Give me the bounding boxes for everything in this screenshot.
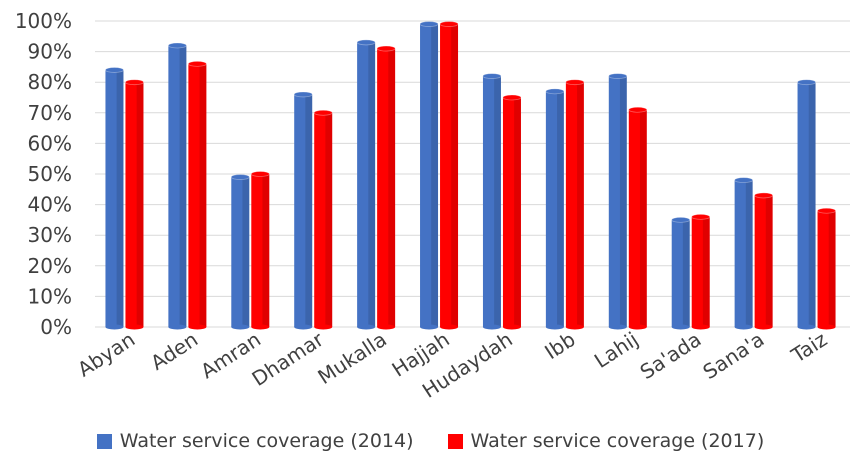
y-tick-label: 70% — [28, 101, 72, 125]
bar-2017 — [313, 109, 333, 330]
bar-2017 — [565, 79, 585, 330]
y-tick-label: 30% — [28, 223, 72, 247]
y-tick-label: 40% — [28, 193, 72, 217]
y-tick-label: 90% — [28, 40, 72, 64]
bar-2014 — [356, 39, 376, 330]
bar-chart: 0% 10% 20% 30% 40% 50% 60% 70% 80% 90% 100% Abyan A… — [15, 9, 850, 403]
bar-2017 — [691, 213, 711, 330]
legend-label-2014: Water service coverage (2014) — [119, 430, 414, 452]
bar-2017 — [125, 79, 144, 330]
bar-2017 — [250, 171, 270, 330]
bar-2014 — [482, 73, 502, 330]
bar-2014 — [167, 42, 187, 330]
bar-2014 — [230, 174, 250, 330]
y-tick-label: 10% — [28, 284, 72, 308]
bar-2017 — [376, 45, 396, 330]
x-tick-label: Aden — [146, 327, 202, 375]
x-tick-label: Mukalla — [313, 327, 390, 389]
bars — [105, 21, 836, 330]
bar-2014 — [797, 79, 816, 330]
bar-2014 — [671, 216, 691, 330]
bar-2017 — [439, 21, 459, 330]
x-tick-label: Taiz — [786, 327, 831, 368]
bar-2014 — [419, 21, 439, 330]
bar-2014 — [545, 88, 565, 330]
legend-swatch-2017 — [447, 433, 463, 449]
legend-item-2014: Water service coverage (2014) — [96, 430, 414, 452]
legend-item-2017: Water service coverage (2017) — [447, 430, 765, 452]
y-tick-label: 20% — [28, 254, 72, 278]
legend-swatch-2014 — [96, 433, 112, 449]
y-tick-label: 100% — [15, 9, 72, 33]
x-tick-label: Abyan — [73, 327, 139, 382]
y-tick-label: 80% — [28, 70, 72, 94]
y-axis-tick-labels: 0% 10% 20% 30% 40% 50% 60% 70% 80% 90% 100% — [15, 9, 72, 339]
y-tick-label: 50% — [28, 162, 72, 186]
bar-2014 — [734, 177, 754, 330]
x-axis-category-labels: Abyan AdenAmranDhamarMukallaHajjahHudayda… — [73, 327, 831, 403]
legend-label-2017: Water service coverage (2017) — [470, 430, 765, 452]
bar-2017 — [187, 60, 207, 330]
gridlines — [95, 20, 850, 328]
bar-2014 — [608, 73, 628, 330]
x-tick-label: Lahij — [590, 327, 643, 373]
bar-2014 — [293, 91, 313, 330]
legend: Water service coverage (2014) Water serv… — [0, 425, 861, 457]
bar-2017 — [817, 207, 836, 330]
x-tick-label: Sa'ada — [636, 327, 706, 384]
y-tick-label: 60% — [28, 131, 72, 155]
bar-2017 — [502, 94, 522, 330]
bar-2017 — [754, 192, 774, 330]
y-tick-label: 0% — [40, 315, 72, 339]
bar-2017 — [628, 106, 648, 330]
x-tick-label: Sana'a — [699, 327, 769, 384]
x-tick-label: Ibb — [540, 327, 579, 364]
bar-2014 — [105, 67, 124, 330]
x-tick-label: Dhamar — [248, 327, 329, 391]
